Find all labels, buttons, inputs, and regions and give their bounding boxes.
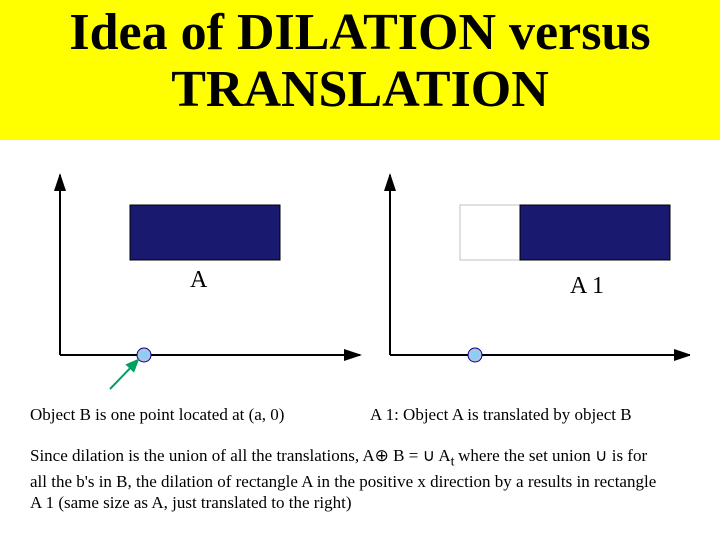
- object-a1-label: A 1: [570, 273, 604, 300]
- object-a-label: A: [190, 267, 207, 294]
- page-title: Idea of DILATION versusTRANSLATION: [0, 0, 720, 118]
- figure-area: A A 1: [30, 165, 690, 395]
- title-band: Idea of DILATION versusTRANSLATION: [0, 0, 720, 140]
- caption-left: Object B is one point located at (a, 0): [30, 405, 284, 425]
- explanation-paragraph: Since dilation is the union of all the t…: [30, 445, 700, 514]
- caption-right: A 1: Object A is translated by object B: [370, 405, 632, 425]
